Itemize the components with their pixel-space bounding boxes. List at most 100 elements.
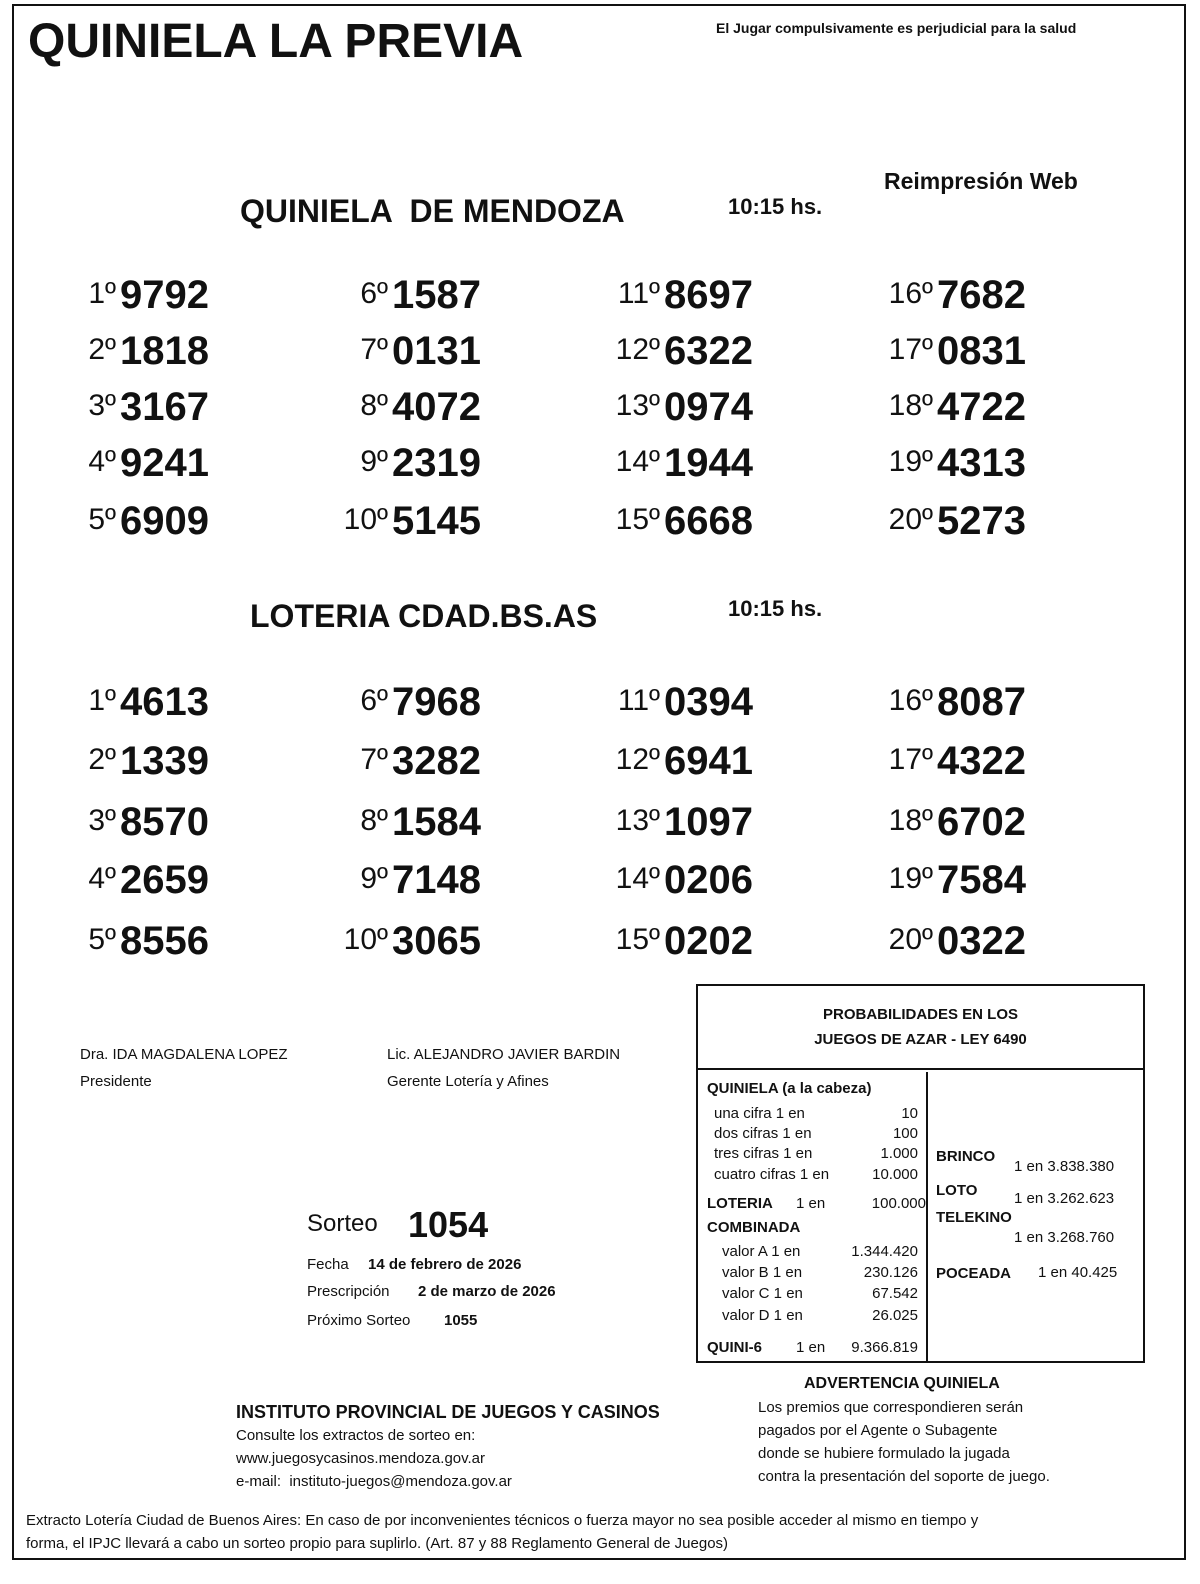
result-position: 6º [360,277,388,310]
result-number: 8556 [120,919,209,963]
sorteo-label: Sorteo [307,1210,378,1237]
odds-value: 10 [901,1105,918,1122]
result-position: 11º [617,277,660,310]
result-number: 7682 [937,273,1026,317]
result-position: 9º [360,445,388,478]
result-position: 3º [88,804,116,837]
footer-line: Extracto Lotería Ciudad de Buenos Aires:… [26,1512,979,1529]
institute-line: www.juegosycasinos.mendoza.gov.ar [236,1450,486,1467]
result-number: 4313 [937,441,1026,485]
result-position: 14º [615,445,660,478]
result-number: 0131 [392,329,481,373]
result-position: 18º [888,389,933,422]
result-number: 1587 [392,273,481,317]
odds-box [696,984,1145,1363]
result-position: 5º [88,923,116,956]
result-position: 20º [888,923,933,956]
result-number: 0974 [664,385,753,429]
result-number: 1584 [392,800,481,844]
odds-label: valor D 1 en [722,1307,803,1324]
result-position: 7º [360,333,388,366]
odds-value: 1 en 3.262.623 [1014,1190,1115,1207]
odds-label: POCEADA [936,1265,1012,1282]
odds-value: 1 en 40.425 [1038,1264,1118,1281]
result-number: 0202 [664,919,753,963]
result-number: 6322 [664,329,753,373]
result-number: 5273 [937,499,1026,543]
odds-divider [926,1072,928,1362]
result-number: 6668 [664,499,753,543]
result-position: 4º [88,445,116,478]
draw-title: LOTERIA CDAD.BS.AS [250,598,598,634]
proximo: 1055 [444,1312,478,1329]
odds-label: 1 en [796,1195,826,1212]
odds-label: tres cifras 1 en [714,1145,813,1162]
result-number: 8697 [664,273,753,317]
odds-value: 67.542 [872,1285,918,1302]
result-number: 7968 [392,680,481,724]
draw-title: QUINIELA DE MENDOZA [240,193,625,229]
result-position: 8º [360,389,388,422]
result-number: 5145 [392,499,481,543]
result-number: 7584 [937,858,1026,902]
result-position: 1º [88,277,116,310]
result-position: 19º [888,445,933,478]
result-position: 13º [615,389,660,422]
result-position: 7º [360,743,388,776]
page-border [12,4,1186,1560]
odds-label: valor C 1 en [722,1285,803,1302]
result-position: 19º [888,862,933,895]
odds-title: PROBABILIDADES EN LOS [822,1006,1018,1023]
signature-name: Dra. IDA MAGDALENA LOPEZ [80,1046,288,1063]
result-number: 2659 [120,858,209,902]
odds-value: 26.025 [872,1307,918,1324]
proximo-label: Próximo Sorteo [307,1312,411,1329]
fecha-label: Fecha [307,1256,349,1273]
institute-name: INSTITUTO PROVINCIAL DE JUEGOS Y CASINOS [236,1402,660,1422]
result-number: 1339 [120,739,209,783]
advertencia-line: pagados por el Agente o Subagente [758,1422,998,1439]
odds-label: cuatro cifras 1 en [714,1166,830,1183]
odds-value: 1.000 [880,1145,918,1162]
draw-time: 10:15 hs. [728,194,823,219]
prescripcion-label: Prescripción [307,1283,390,1300]
result-number: 4072 [392,385,481,429]
advertencia-line: contra la presentación del soporte de ju… [758,1468,1050,1485]
result-number: 1097 [664,800,753,844]
result-position: 6º [360,684,388,717]
result-number: 0394 [664,680,753,724]
result-number: 2319 [392,441,481,485]
footer-line: forma, el IPJC llevará a cabo un sorteo … [26,1535,729,1552]
result-number: 4722 [937,385,1026,429]
result-number: 7148 [392,858,481,902]
result-number: 0322 [937,919,1026,963]
result-number: 8570 [120,800,209,844]
odds-value: 1.344.420 [851,1243,918,1260]
result-position: 18º [888,804,933,837]
result-number: 6702 [937,800,1026,844]
advertencia-line: Los premios que correspondieren serán [758,1399,1024,1416]
odds-divider [696,1068,1145,1070]
result-position: 12º [615,743,660,776]
odds-heading: QUINIELA (a la cabeza) [707,1080,872,1097]
odds-label: BRINCO [936,1148,996,1165]
warning: El Jugar compulsivamente es perjudicial … [716,20,1077,36]
result-number: 8087 [937,680,1026,724]
result-position: 13º [615,804,660,837]
result-position: 10º [343,503,388,536]
result-number: 1944 [664,441,753,485]
odds-value: 1 en 3.268.760 [1014,1229,1115,1246]
result-position: 4º [88,862,116,895]
result-position: 1º [88,684,116,717]
odds-label: LOTERIA [707,1195,773,1212]
result-number: 0206 [664,858,753,902]
result-position: 16º [888,684,933,717]
odds-value: 9.366.819 [851,1339,918,1356]
result-position: 8º [360,804,388,837]
odds-value: 10.000 [872,1166,918,1183]
result-position: 20º [888,503,933,536]
result-position: 9º [360,862,388,895]
result-position: 2º [88,743,116,776]
result-position: 2º [88,333,116,366]
